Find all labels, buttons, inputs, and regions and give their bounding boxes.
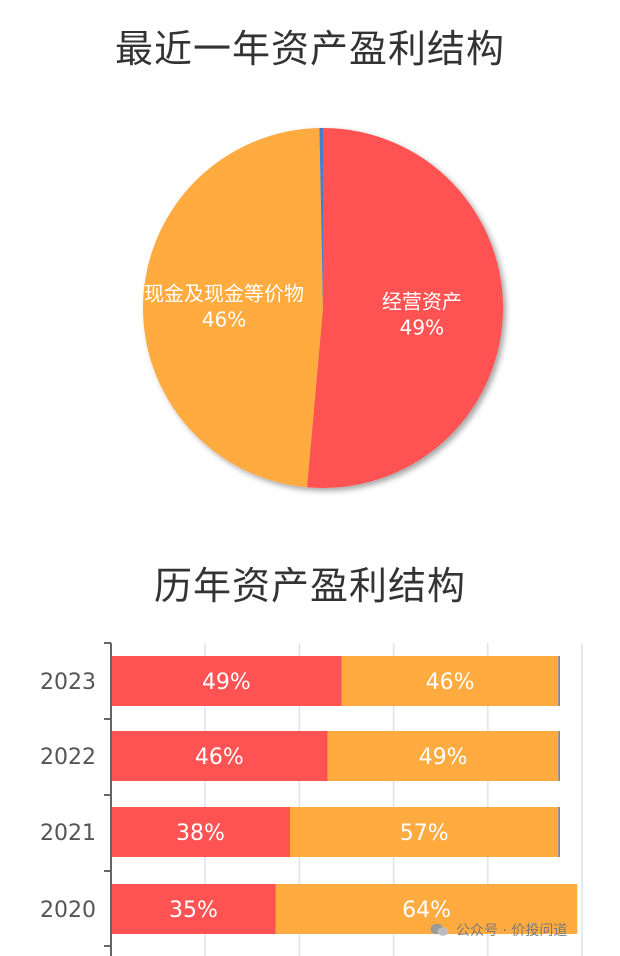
- y-tick-label: 2021: [40, 821, 96, 846]
- bar-segment-经营资产-2021: [111, 807, 290, 857]
- bar-data-label: 38%: [176, 821, 225, 846]
- watermark: 公众号 · 价投问道: [430, 920, 567, 940]
- bar-segment-现金及现金等价物-2022: [327, 731, 559, 781]
- bar-data-label: 46%: [426, 670, 475, 695]
- bar-segment-other-2023: [558, 656, 560, 706]
- bar-segment-经营资产-2023: [111, 656, 342, 706]
- bar-chart-title: 历年资产盈利结构: [153, 564, 466, 608]
- pie-slice-value-label: 46%: [202, 308, 246, 332]
- bar-data-label: 35%: [169, 898, 218, 923]
- y-tick-label: 2022: [40, 745, 96, 770]
- bar-data-label: 49%: [202, 670, 251, 695]
- watermark-text: 公众号 · 价投问道: [456, 923, 568, 939]
- bar-segment-经营资产-2020: [111, 884, 276, 934]
- bar-segment-other-2022: [558, 731, 560, 781]
- y-tick-label: 2020: [40, 898, 96, 923]
- pie-slice-name-label: 经营资产: [382, 289, 462, 313]
- bar-segment-现金及现金等价物-2021: [289, 807, 559, 857]
- wechat-icon: [430, 923, 449, 936]
- pie-slice-other: [319, 128, 323, 308]
- y-tick-label: 2023: [40, 670, 96, 695]
- pie-chart-title: 最近一年资产盈利结构: [114, 27, 505, 71]
- bar-segment-经营资产-2022: [111, 731, 328, 781]
- pie-slice-经营资产: [307, 128, 504, 488]
- pie-slice-value-label: 49%: [400, 315, 444, 339]
- bar-data-label: 57%: [400, 821, 449, 846]
- bar-data-label: 49%: [419, 745, 468, 770]
- bar-segment-other-2021: [558, 807, 560, 857]
- bar-segment-现金及现金等价物-2023: [341, 656, 559, 706]
- pie-slice-现金及现金等价物: [143, 128, 323, 488]
- pie-slice-name-label: 现金及现金等价物: [144, 282, 304, 306]
- bar-data-label: 46%: [195, 745, 244, 770]
